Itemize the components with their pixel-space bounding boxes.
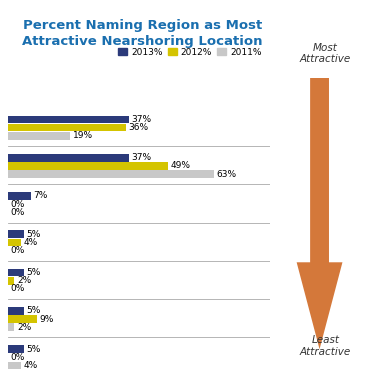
Text: 9%: 9% [40, 315, 54, 324]
Text: 2%: 2% [17, 276, 31, 285]
Text: 0%: 0% [10, 284, 25, 293]
Text: 4%: 4% [23, 361, 38, 370]
Bar [8, 192, 31, 200]
Text: 5%: 5% [27, 268, 41, 277]
Legend: 2013%, 2012%, 2011%: 2013%, 2012%, 2011% [115, 44, 265, 60]
Text: 0%: 0% [10, 208, 25, 217]
Text: 5%: 5% [27, 306, 41, 315]
Text: 36%: 36% [128, 123, 148, 132]
Text: 0%: 0% [10, 353, 25, 362]
Bar [8, 230, 24, 238]
Text: 5%: 5% [27, 230, 41, 239]
Bar [8, 315, 37, 323]
Text: 0%: 0% [10, 246, 25, 255]
Text: Percent Naming Region as Most
Attractive Nearshoring Location: Percent Naming Region as Most Attractive… [22, 19, 263, 48]
Bar [8, 124, 126, 132]
Bar [8, 239, 21, 246]
Text: 19%: 19% [72, 132, 93, 140]
Text: Most
Attractive: Most Attractive [300, 43, 351, 64]
Bar [8, 132, 70, 140]
Text: 37%: 37% [131, 115, 152, 124]
Bar [8, 324, 14, 331]
Bar [8, 268, 24, 276]
Text: 0%: 0% [10, 200, 25, 209]
Bar [8, 116, 129, 123]
Bar [8, 277, 14, 284]
Text: 5%: 5% [27, 345, 41, 353]
Text: 49%: 49% [171, 161, 191, 170]
Text: 37%: 37% [131, 153, 152, 162]
Bar [8, 362, 21, 369]
Polygon shape [297, 78, 343, 349]
Text: 4%: 4% [23, 238, 38, 247]
Text: 2%: 2% [17, 323, 31, 332]
Bar [8, 162, 168, 170]
Bar [8, 154, 129, 161]
Bar [8, 307, 24, 315]
Text: 7%: 7% [33, 191, 48, 201]
Text: Least
Attractive: Least Attractive [300, 335, 351, 357]
Bar [8, 170, 214, 178]
Bar [8, 345, 24, 353]
Text: 63%: 63% [216, 170, 237, 178]
